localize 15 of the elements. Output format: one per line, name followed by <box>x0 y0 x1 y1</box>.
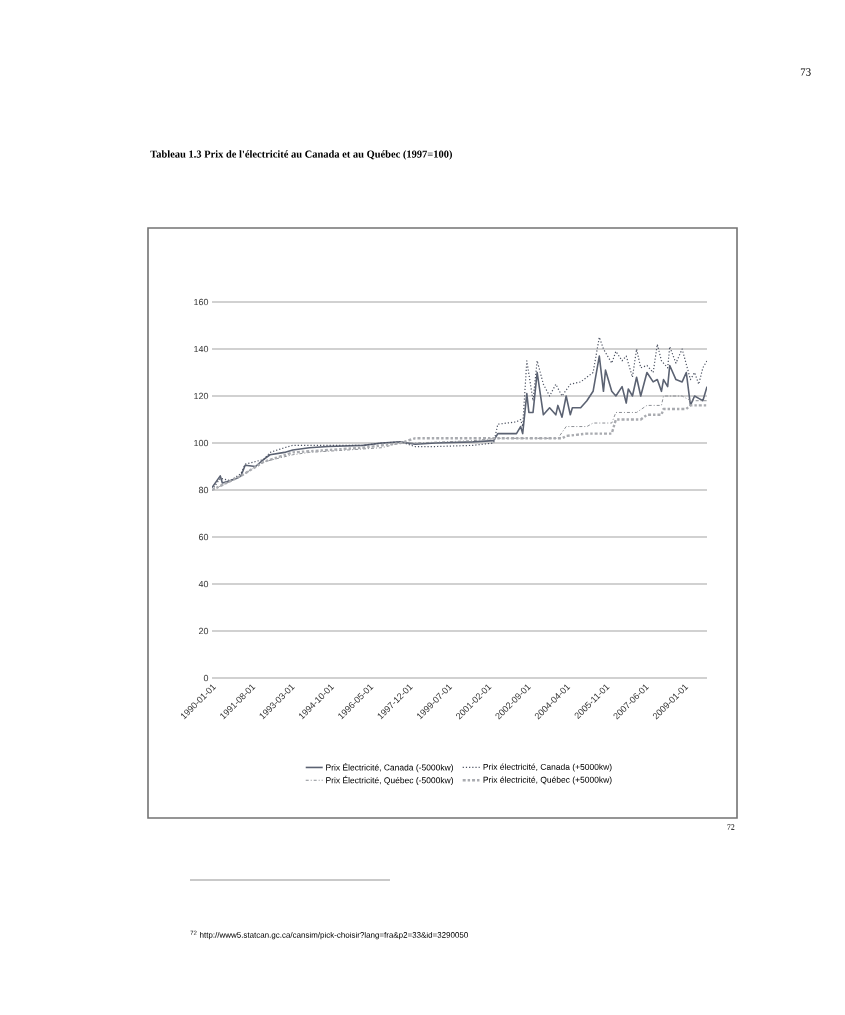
y-tick-label: 160 <box>194 298 209 306</box>
y-tick-label: 60 <box>198 533 209 541</box>
y-tick-label: 40 <box>198 580 209 588</box>
y-tick-label: 100 <box>194 439 209 447</box>
legend-label: Prix électricité, Québec (+5000kw) <box>483 776 612 785</box>
text: 73 <box>800 68 811 76</box>
legend-label: Prix Électricité, Canada (-5000kw) <box>326 763 453 773</box>
y-tick-label: 20 <box>198 627 209 635</box>
chart-title: Tableau 1.3 Prix de l'électricité au Canada et au Québec (1997=100) <box>150 150 452 160</box>
legend-label: Prix Électricité, Québec (-5000kw) <box>326 775 453 785</box>
y-tick-label: 140 <box>194 345 209 353</box>
y-tick-label: 120 <box>194 392 209 400</box>
y-tick-label: 0 <box>203 674 209 682</box>
legend-label: Prix électricité, Canada (+5000kw) <box>483 763 612 772</box>
y-tick-label: 80 <box>198 486 209 494</box>
